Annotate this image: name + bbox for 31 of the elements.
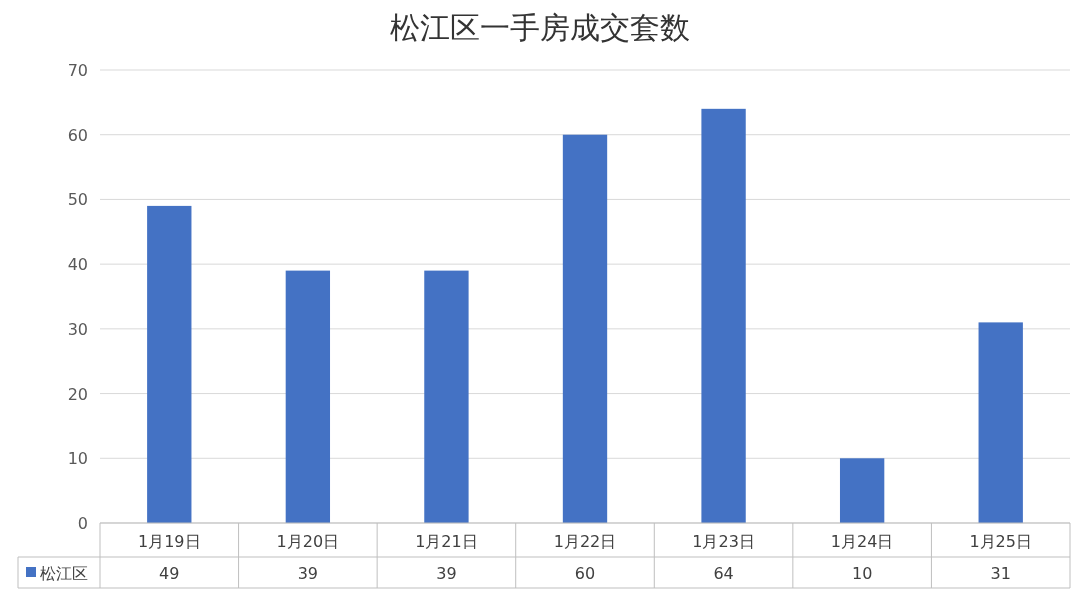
y-tick-label: 10: [67, 449, 88, 469]
y-tick-label: 60: [67, 125, 88, 145]
legend-label: 松江区: [40, 564, 88, 583]
y-tick-label: 70: [67, 61, 88, 80]
y-tick-label: 30: [67, 319, 88, 339]
data-label: 60: [574, 564, 596, 583]
x-tick-label: 1月23日: [692, 532, 755, 551]
x-tick-label: 1月22日: [553, 532, 617, 551]
y-tick-label: 0: [77, 514, 88, 533]
y-tick-label: 20: [67, 384, 88, 404]
bar: [978, 322, 1023, 523]
data-label: 39: [297, 564, 319, 583]
bar: [562, 134, 608, 523]
data-label: 39: [436, 564, 457, 583]
y-tick-label: 40: [67, 255, 88, 275]
bar: [147, 205, 192, 523]
data-label: 49: [159, 564, 180, 583]
data-label: 10: [851, 564, 873, 583]
x-tick-label: 1月21日: [415, 532, 478, 551]
x-tick-label: 1月25日: [969, 532, 1032, 551]
x-tick-label: 1月19日: [138, 532, 201, 551]
bar: [701, 108, 746, 523]
y-tick-label: 50: [67, 190, 88, 210]
chart-title: 松江区一手房成交套数: [390, 10, 690, 45]
bar: [839, 458, 885, 523]
data-label: 64: [713, 564, 734, 583]
x-tick-label: 1月20日: [276, 532, 340, 551]
bar: [285, 270, 331, 523]
data-label: 31: [990, 564, 1011, 583]
bar: [424, 270, 469, 523]
x-tick-label: 1月24日: [830, 532, 894, 551]
